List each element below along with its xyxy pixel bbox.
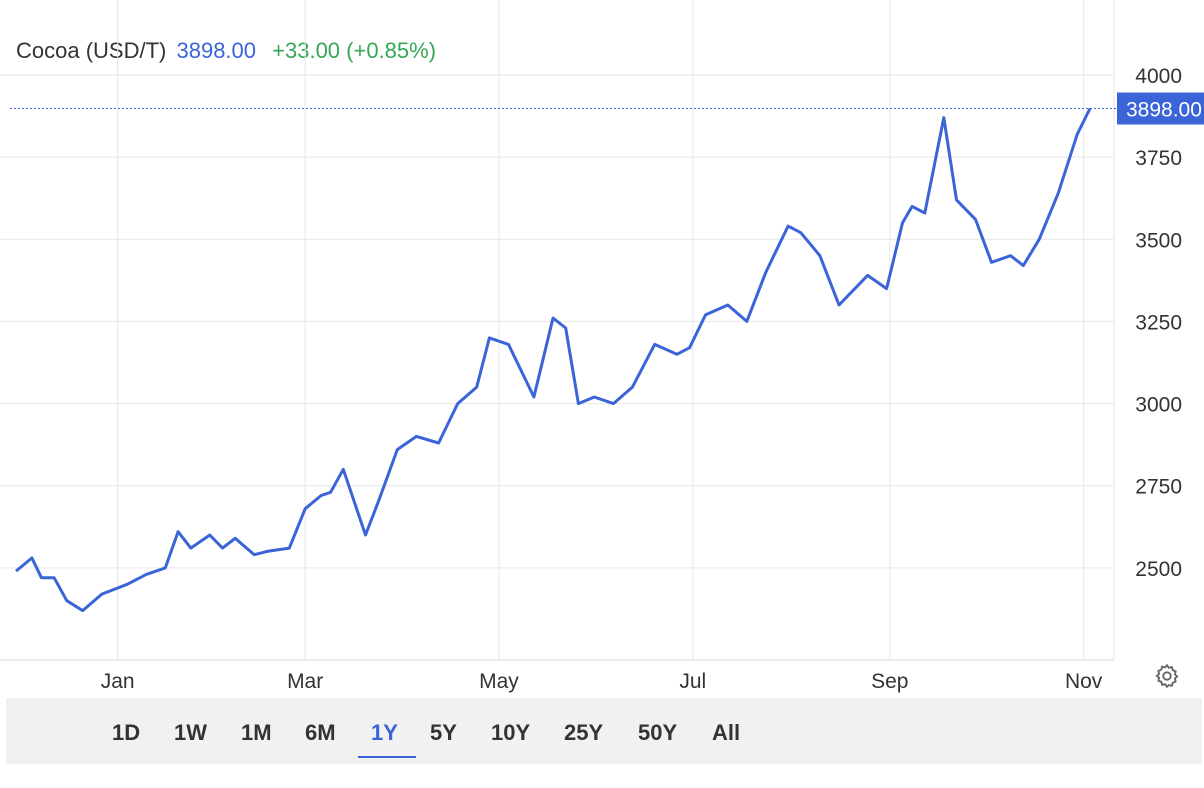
range-button-1m[interactable]: 1M: [241, 720, 272, 745]
y-tick-label: 3250: [1135, 311, 1182, 334]
y-tick-label: 2750: [1135, 476, 1182, 499]
y-tick-label: 3000: [1135, 394, 1182, 417]
y-tick-label: 4000: [1135, 65, 1182, 88]
y-axis: 2500 2750 3000 3250 3500 3750 4000: [1135, 65, 1182, 581]
x-tick-label: Nov: [1065, 670, 1103, 693]
range-button-6m[interactable]: 6M: [305, 720, 336, 745]
range-button-1d[interactable]: 1D: [112, 720, 141, 745]
y-tick-label: 2500: [1135, 558, 1182, 581]
price-line: [15, 107, 1092, 613]
price-change: +33.00 (+0.85%): [272, 38, 437, 63]
y-tick-label: 3500: [1135, 229, 1182, 252]
price-chart[interactable]: Jan Mar May Jul Sep Nov 2500 2750 3000 3250 3500 3…: [0, 0, 1204, 700]
gear-icon[interactable]: [1153, 662, 1181, 690]
range-button-1y[interactable]: 1Y: [371, 720, 398, 745]
range-button-5y[interactable]: 5Y: [430, 720, 457, 745]
x-tick-label: Jul: [679, 670, 706, 693]
y-tick-label: 3750: [1135, 147, 1182, 170]
range-button-25y[interactable]: 25Y: [564, 720, 604, 745]
range-button-10y[interactable]: 10Y: [491, 720, 531, 745]
x-tick-label: May: [479, 670, 519, 693]
x-tick-label: Sep: [871, 670, 908, 693]
x-tick-label: Mar: [287, 670, 323, 693]
instrument-name: Cocoa (USD/T): [16, 38, 167, 63]
range-selector: 1D 1W 1M 6M 1Y 5Y 10Y 25Y 50Y All: [6, 698, 1202, 764]
price-header: Cocoa (USD/T) 3898.00 +33.00 (+0.85%): [16, 38, 436, 64]
current-price: 3898.00: [176, 38, 257, 63]
active-range-indicator: [358, 756, 416, 758]
x-tick-label: Jan: [101, 670, 135, 693]
x-axis: Jan Mar May Jul Sep Nov: [101, 670, 1103, 693]
range-button-50y[interactable]: 50Y: [638, 720, 678, 745]
last-price-text: 3898.00: [1126, 99, 1202, 122]
range-button-all[interactable]: All: [712, 720, 741, 745]
last-price-label: 3898.00: [1117, 92, 1204, 125]
range-button-1w[interactable]: 1W: [174, 720, 207, 745]
